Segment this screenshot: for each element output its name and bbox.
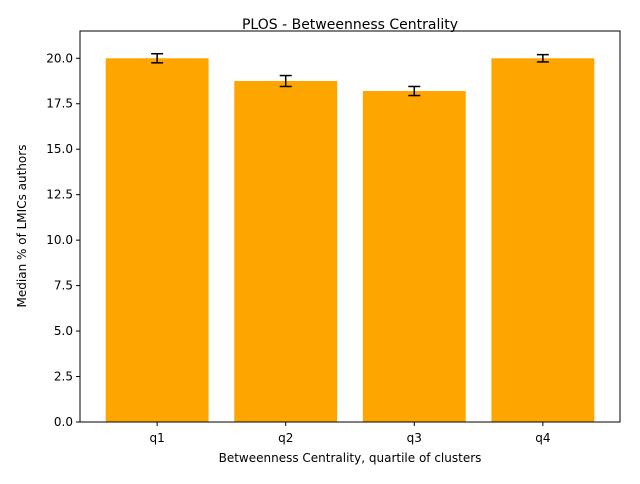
bar-q1 <box>105 58 209 423</box>
error-bar-q1 <box>151 52 164 64</box>
y-tick-label: 17.5 <box>46 97 73 111</box>
y-tick-label: 2.5 <box>54 370 73 384</box>
bar-q4 <box>491 58 595 423</box>
bars-layer <box>105 58 595 423</box>
y-tick-label: 7.5 <box>54 279 73 293</box>
error-bar-q4 <box>536 53 549 63</box>
bar-q3 <box>362 91 466 423</box>
y-tick-label: 20.0 <box>46 51 73 65</box>
y-axis: 0.0 2.5 5.0 7.5 10.0 12.5 15.0 17.5 20.0 <box>46 51 80 429</box>
y-axis-label: Median % of LMICs authors <box>15 145 29 308</box>
error-bar-q3 <box>408 85 421 97</box>
x-axis: q1 q2 q3 q4 <box>150 422 550 445</box>
y-tick-label: 10.0 <box>46 233 73 247</box>
x-tick-label: q3 <box>407 431 422 445</box>
error-bar-q2 <box>279 74 292 88</box>
error-bars-layer <box>151 52 549 97</box>
y-tick-label: 5.0 <box>54 324 73 338</box>
chart-title: PLOS - Betweenness Centrality <box>242 17 458 33</box>
x-tick-label: q4 <box>535 431 550 445</box>
y-tick-label: 12.5 <box>46 188 73 202</box>
x-tick-label: q1 <box>150 431 165 445</box>
x-axis-label: Betweenness Centrality, quartile of clus… <box>219 451 482 465</box>
plot-frame <box>79 30 621 423</box>
y-tick-label: 15.0 <box>46 142 73 156</box>
y-tick-label: 0.0 <box>54 415 73 429</box>
bar-q2 <box>234 81 338 422</box>
x-tick-label: q2 <box>278 431 293 445</box>
